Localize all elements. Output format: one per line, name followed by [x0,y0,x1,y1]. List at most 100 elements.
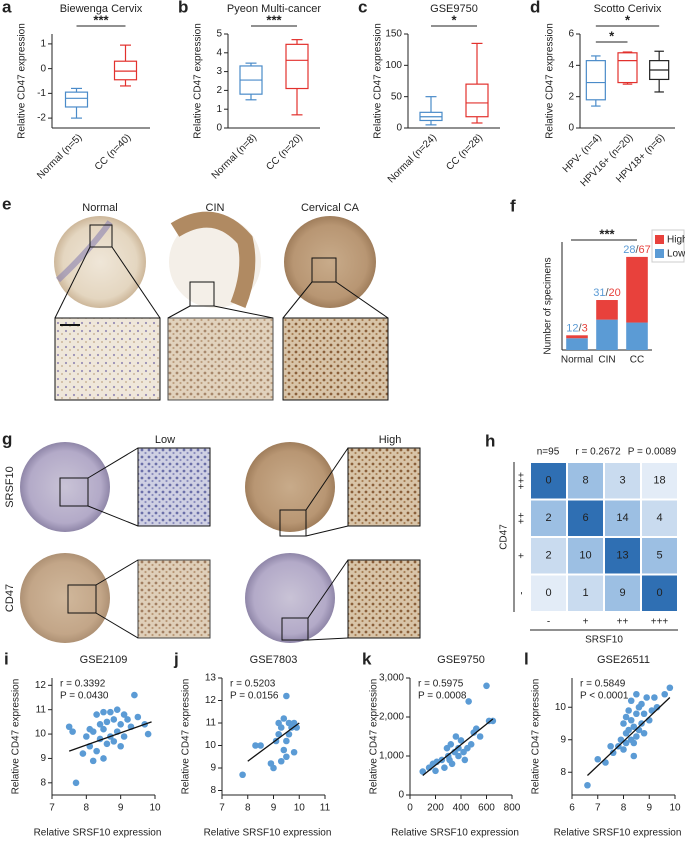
cell-label: 8 [582,475,588,487]
column-label: + [583,617,589,628]
point [643,694,650,701]
y-axis-label: Relative CD47 expression [373,23,384,139]
x-tick-label: Normal (n=5) [35,132,84,181]
point [120,711,128,718]
row-label: +++ [517,472,528,490]
y-tick-label: 100 [385,60,402,71]
box [617,52,638,84]
y-tick-label: 12 [205,695,217,706]
panel-label: d [530,0,540,16]
heatmap-cell [642,463,677,499]
zoom-connector [54,246,91,319]
x-tick-label: 400 [453,803,470,814]
cell-label: 1 [582,587,588,599]
point [483,682,490,690]
point [280,746,288,754]
zoom-image [137,559,211,639]
point [270,764,277,772]
point [283,737,290,745]
point [633,710,640,718]
x-tick-label: Normal (n=24) [386,132,439,185]
heatmap-cell [531,575,566,611]
y-axis-label: Relative CD47 expression [17,23,28,139]
y-tick-label: 4 [568,60,574,71]
heatmap-cell [531,500,566,536]
y-tick-label: 1 [40,39,46,50]
significance-label: *** [599,226,615,241]
point [100,708,107,716]
point [72,779,80,787]
legend-label: Low [667,249,685,260]
x-tick-label: CC (n=40) [93,132,134,173]
column-label: +++ [651,617,669,628]
point [645,716,653,724]
heatmap-cell [605,575,640,611]
point [100,725,107,733]
trendline [68,721,152,752]
y-tick-label: 3 [216,66,222,77]
point [432,767,439,775]
heatmap-cell [605,463,640,499]
x-axis-label: Relative SRSF10 expression [554,828,682,839]
y-tick-label: 3,000 [379,673,404,684]
zoom-image [54,317,161,401]
stat-label: P = 0.0430 [60,691,109,702]
zoom-region [89,224,113,248]
tissue-stain [170,211,256,308]
y-tick-label: 11 [206,718,217,729]
value-label: 28/67 [623,244,651,256]
zoom-region [67,584,97,614]
y-axis-label: Relative CD47 expression [369,679,380,795]
bar-segment [566,335,588,339]
point [93,711,100,718]
point [117,721,124,728]
y-tick-label: 0 [398,790,404,801]
zoom-image [167,317,274,401]
y-tick-label: 2 [568,91,574,102]
point [131,691,138,699]
y-tick-label: 50 [391,91,403,102]
zoom-connector [167,305,191,319]
y-tick-label: 150 [385,29,402,40]
value-label: 31/20 [593,287,621,299]
x-tick-label: 800 [504,803,521,814]
x-tick-label: 7 [595,803,601,814]
chart-title: GSE9750 [430,3,478,15]
x-tick-label: 200 [427,803,444,814]
cell-label: 0 [545,475,551,487]
panel-label: l [524,649,529,668]
cell-label: 3 [619,475,625,487]
value-label-separator: / [635,244,639,256]
point [124,716,131,723]
point [625,707,632,714]
point [467,741,475,748]
point [113,706,121,713]
x-tick-label: 6 [569,803,575,814]
zoom-connector [335,281,389,319]
point [630,752,638,760]
point [584,781,591,789]
image-label: Normal [82,202,117,214]
value-label-part: 20 [609,287,621,299]
panel-label: a [2,0,12,16]
point [622,713,630,721]
row-label: SRSF10 [4,466,16,508]
zoom-image [137,447,211,527]
zoom-region [311,257,337,283]
box [465,83,489,118]
tissue-core [245,442,335,532]
point [110,738,118,745]
x-tick-label: 8 [245,803,251,814]
zoom-image [347,447,421,527]
point [666,684,674,692]
panel-label: g [2,429,12,448]
point [661,690,668,698]
y-tick-label: 12 [35,680,47,691]
trendline [422,718,494,777]
point [290,748,298,756]
point [69,728,76,735]
point [277,724,285,731]
zoom-connector [87,447,139,479]
x-tick-label: 10 [294,803,306,814]
